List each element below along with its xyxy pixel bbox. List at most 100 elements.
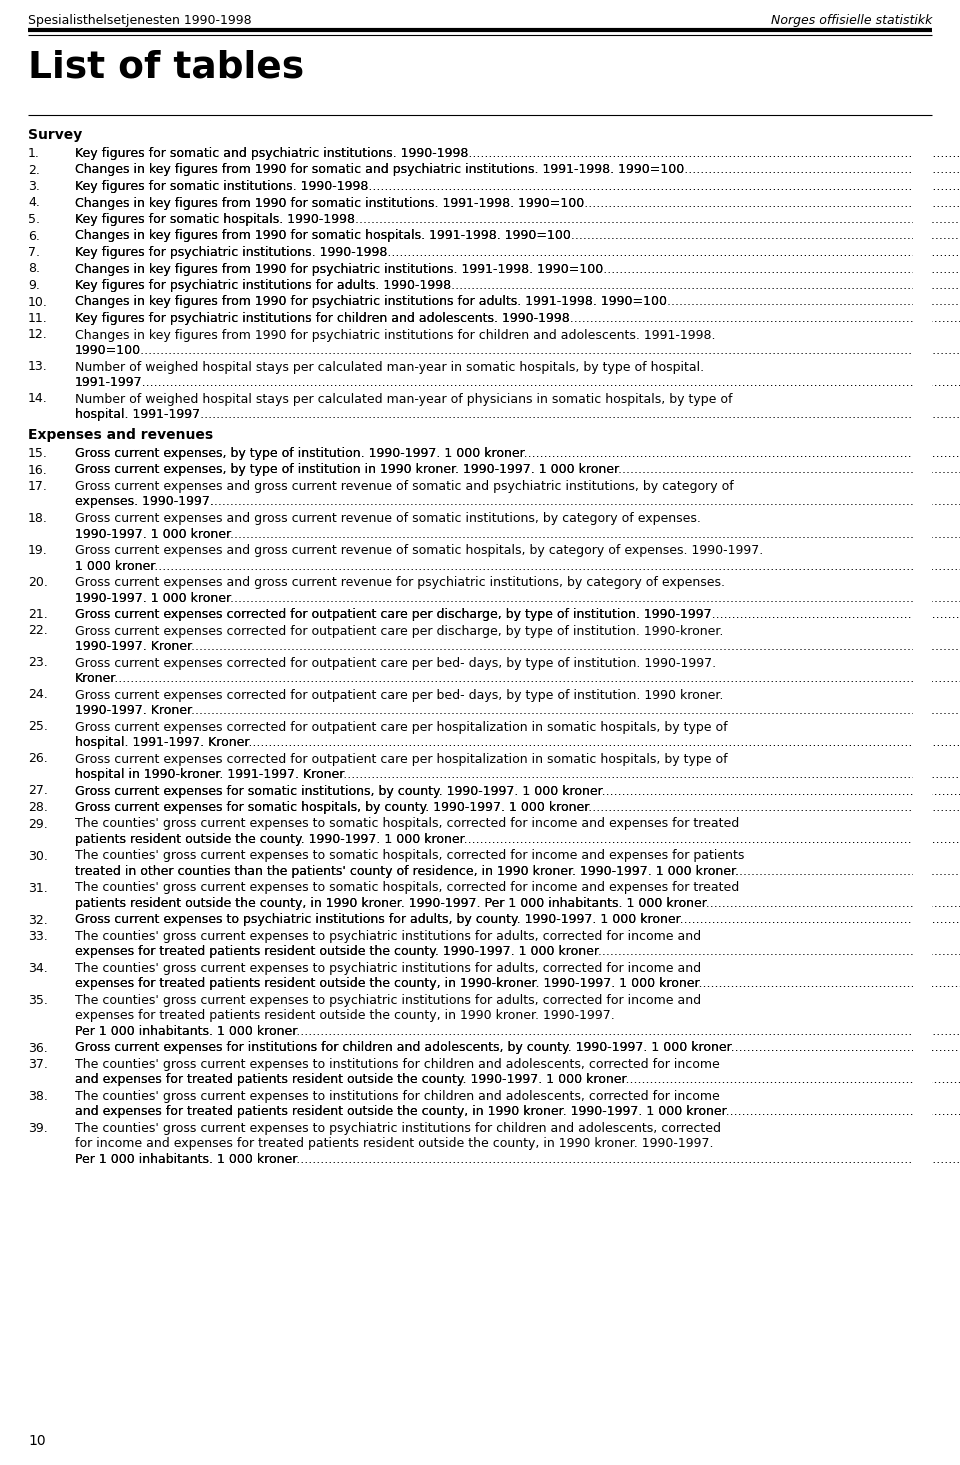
Text: 27: 27: [916, 278, 932, 292]
Text: 1990=100........................................................................: 1990=100................................…: [75, 344, 960, 357]
Text: and expenses for treated patients resident outside the county, in 1990 kroner. 1: and expenses for treated patients reside…: [75, 1106, 727, 1118]
Text: 23: 23: [916, 164, 932, 176]
Text: Gross current expenses to psychiatric institutions for adults, by county. 1990-1: Gross current expenses to psychiatric in…: [75, 914, 681, 926]
Text: Per 1 000 inhabitants. 1 000 kroner: Per 1 000 inhabitants. 1 000 kroner: [75, 1153, 298, 1166]
Text: Gross current expenses corrected for outpatient care per discharge, by type of i: Gross current expenses corrected for out…: [75, 608, 711, 621]
Text: 3.: 3.: [28, 180, 40, 193]
Text: Gross current expenses and gross current revenue of somatic and psychiatric inst: Gross current expenses and gross current…: [75, 481, 733, 494]
Text: The counties' gross current expenses to somatic hospitals, corrected for income : The counties' gross current expenses to …: [75, 817, 739, 831]
Text: Gross current expenses corrected for outpatient care per discharge, by type of i: Gross current expenses corrected for out…: [75, 624, 724, 637]
FancyBboxPatch shape: [913, 179, 932, 195]
FancyBboxPatch shape: [913, 607, 932, 623]
Text: The counties' gross current expenses to institutions for children and adolescent: The counties' gross current expenses to …: [75, 1058, 720, 1071]
Text: 33.: 33.: [28, 930, 48, 943]
Text: 4.: 4.: [28, 196, 40, 209]
Text: Key figures for psychiatric institutions. 1990-1998: Key figures for psychiatric institutions…: [75, 246, 388, 259]
FancyBboxPatch shape: [913, 212, 932, 227]
FancyBboxPatch shape: [913, 639, 932, 655]
Text: 33: 33: [916, 560, 932, 573]
FancyBboxPatch shape: [913, 832, 932, 847]
FancyBboxPatch shape: [913, 977, 932, 992]
Text: Survey: Survey: [28, 127, 83, 142]
FancyBboxPatch shape: [913, 407, 932, 422]
Text: Key figures for psychiatric institutions for adults. 1990-1998..................: Key figures for psychiatric institutions…: [75, 278, 960, 292]
FancyBboxPatch shape: [913, 495, 932, 510]
Text: 1990-1997. Kroner: 1990-1997. Kroner: [75, 640, 192, 653]
Text: Changes in key figures from 1990 for somatic and psychiatric institutions. 1991-: Changes in key figures from 1990 for som…: [75, 164, 684, 176]
FancyBboxPatch shape: [913, 784, 932, 798]
Text: 19.: 19.: [28, 544, 48, 557]
Text: patients resident outside the county, in 1990 kroner. 1990-1997. Per 1 000 inhab: patients resident outside the county, in…: [75, 897, 707, 910]
Text: 1990-1997. Kroner...............................................................: 1990-1997. Kroner.......................…: [75, 640, 960, 653]
Text: 18.: 18.: [28, 511, 48, 524]
Text: Kroner..........................................................................: Kroner..................................…: [75, 672, 960, 686]
Text: Gross current expenses for somatic hospitals, by county. 1990-1997. 1 000 kroner: Gross current expenses for somatic hospi…: [75, 801, 960, 815]
Text: Changes in key figures from 1990 for somatic institutions. 1991-1998. 1990=100..: Changes in key figures from 1990 for som…: [75, 196, 960, 209]
Text: Key figures for psychiatric institutions for children and adolescents. 1990-1998: Key figures for psychiatric institutions…: [75, 312, 960, 325]
FancyBboxPatch shape: [913, 1105, 932, 1121]
Text: hospital. 1991-1997. Kroner: hospital. 1991-1997. Kroner: [75, 735, 250, 749]
Text: 30: 30: [916, 447, 932, 460]
FancyBboxPatch shape: [913, 229, 932, 245]
Text: Changes in key figures from 1990 for somatic hospitals. 1991-1998. 1990=100.....: Changes in key figures from 1990 for som…: [75, 230, 960, 243]
Text: 28: 28: [916, 312, 932, 325]
FancyBboxPatch shape: [913, 703, 932, 718]
Text: Gross current expenses, by type of institution. 1990-1997. 1 000 kroner: Gross current expenses, by type of insti…: [75, 447, 525, 460]
Text: 36.: 36.: [28, 1042, 48, 1055]
Text: Gross current expenses for somatic institutions, by county. 1990-1997. 1 000 kro: Gross current expenses for somatic insti…: [75, 784, 603, 797]
Text: 35: 35: [916, 768, 932, 781]
Text: 10.: 10.: [28, 296, 48, 309]
Text: 16.: 16.: [28, 463, 48, 476]
Text: 40: 40: [916, 1026, 932, 1039]
Text: 24.: 24.: [28, 689, 48, 702]
Text: Per 1 000 inhabitants. 1 000 kroner: Per 1 000 inhabitants. 1 000 kroner: [75, 1026, 298, 1039]
Text: 40: 40: [916, 1042, 932, 1055]
Text: Key figures for somatic and psychiatric institutions. 1990-1998: Key figures for somatic and psychiatric …: [75, 146, 468, 160]
FancyBboxPatch shape: [913, 913, 932, 927]
Text: 12.: 12.: [28, 328, 48, 341]
Text: patients resident outside the county. 1990-1997. 1 000 kroner: patients resident outside the county. 19…: [75, 834, 465, 845]
Text: 30.: 30.: [28, 850, 48, 863]
Text: The counties' gross current expenses to psychiatric institutions for adults, cor: The counties' gross current expenses to …: [75, 963, 701, 976]
Text: Gross current expenses corrected for outpatient care per hospitalization in soma: Gross current expenses corrected for out…: [75, 753, 728, 766]
FancyBboxPatch shape: [913, 590, 932, 607]
Text: 32.: 32.: [28, 914, 48, 926]
Text: Gross current expenses to psychiatric institutions for adults, by county. 1990-1: Gross current expenses to psychiatric in…: [75, 914, 960, 926]
FancyBboxPatch shape: [913, 800, 932, 816]
Text: 39: 39: [916, 945, 932, 958]
Text: The counties' gross current expenses to somatic hospitals, corrected for income : The counties' gross current expenses to …: [75, 882, 739, 895]
Text: Norges offisielle statistikk: Norges offisielle statistikk: [771, 15, 932, 26]
Text: 28.: 28.: [28, 801, 48, 815]
Text: Gross current expenses and gross current revenue for psychiatric institutions, b: Gross current expenses and gross current…: [75, 576, 725, 589]
FancyBboxPatch shape: [913, 897, 932, 911]
Text: Changes in key figures from 1990 for somatic and psychiatric institutions. 1991-: Changes in key figures from 1990 for som…: [75, 164, 960, 176]
Text: expenses for treated patients resident outside the county, in 1990 kroner. 1990-: expenses for treated patients resident o…: [75, 1009, 614, 1023]
FancyBboxPatch shape: [913, 1024, 932, 1040]
Text: 36: 36: [916, 784, 932, 797]
Text: Gross current expenses for somatic hospitals, by county. 1990-1997. 1 000 kroner: Gross current expenses for somatic hospi…: [75, 801, 589, 815]
FancyBboxPatch shape: [913, 864, 932, 879]
Text: 36: 36: [916, 801, 932, 815]
Text: 13.: 13.: [28, 360, 48, 374]
FancyBboxPatch shape: [913, 1151, 932, 1168]
Text: Gross current expenses, by type of institution. 1990-1997. 1 000 kroner.........: Gross current expenses, by type of insti…: [75, 447, 960, 460]
Text: 2.: 2.: [28, 164, 40, 176]
Text: The counties' gross current expenses to somatic hospitals, corrected for income : The counties' gross current expenses to …: [75, 850, 744, 863]
Text: 10: 10: [28, 1434, 46, 1447]
Text: 29.: 29.: [28, 817, 48, 831]
Text: Gross current expenses corrected for outpatient care per bed- days, by type of i: Gross current expenses corrected for out…: [75, 656, 716, 670]
FancyBboxPatch shape: [913, 343, 932, 359]
FancyBboxPatch shape: [913, 1040, 932, 1056]
Text: Gross current expenses and gross current revenue of somatic institutions, by cat: Gross current expenses and gross current…: [75, 511, 701, 524]
Text: 1990-1997. 1 000 kroner: 1990-1997. 1 000 kroner: [75, 527, 231, 541]
FancyBboxPatch shape: [913, 294, 932, 311]
Text: 25.: 25.: [28, 721, 48, 734]
Text: for income and expenses for treated patients resident outside the county, in 199: for income and expenses for treated pati…: [75, 1137, 713, 1150]
Text: Key figures for somatic hospitals. 1990-1998....................................: Key figures for somatic hospitals. 1990-…: [75, 212, 960, 226]
Text: hospital. 1991-1997.............................................................: hospital. 1991-1997.....................…: [75, 407, 960, 420]
Text: 1991-1997.......................................................................: 1991-1997...............................…: [75, 377, 960, 390]
Text: 25: 25: [916, 212, 932, 226]
Text: expenses. 1990-1997.............................................................: expenses. 1990-1997.....................…: [75, 495, 960, 508]
Text: Key figures for psychiatric institutions for children and adolescents. 1990-1998: Key figures for psychiatric institutions…: [75, 312, 569, 325]
Text: The counties' gross current expenses to psychiatric institutions for children an: The counties' gross current expenses to …: [75, 1122, 721, 1135]
